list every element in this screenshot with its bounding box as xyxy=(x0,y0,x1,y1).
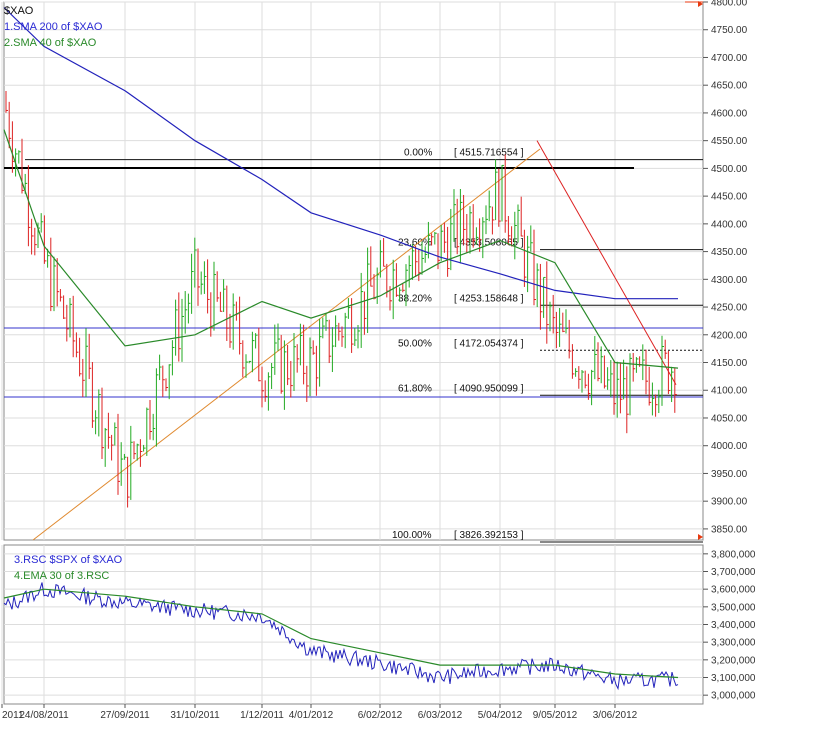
price-tick-label: 4550.00 xyxy=(711,136,748,147)
rsc-tick-label: 3,100,000 xyxy=(711,673,756,684)
fib-pct-label: 23.60% xyxy=(398,238,432,249)
fib-pct-label: 100.00% xyxy=(392,530,432,541)
x-tick-label: 4/01/2012 xyxy=(289,710,334,721)
downtrend-line xyxy=(536,140,677,385)
price-tick-label: 4300.00 xyxy=(711,275,748,286)
price-tick-label: 4050.00 xyxy=(711,413,748,424)
rsc-line xyxy=(3,582,679,691)
x-tick-label: 5/04/2012 xyxy=(478,710,523,721)
x-tick-label: 1/12/2011 xyxy=(240,710,284,721)
price-tick-label: 4800.00 xyxy=(711,0,748,9)
fib-pct-label: 38.20% xyxy=(398,293,432,304)
legend-rsc: 3.RSC $SPX of $XAO xyxy=(14,554,123,566)
x-tick-label: 2011 xyxy=(2,710,24,721)
fib-value-label: [ 4353.508065 ] xyxy=(454,238,524,249)
rsc-tick-label: 3,200,000 xyxy=(711,655,756,666)
legend-sma200: 1.SMA 200 of $XAO xyxy=(4,21,103,33)
x-tick-label: 3/06/2012 xyxy=(593,710,638,721)
rsc-tick-label: 3,300,000 xyxy=(711,638,756,649)
price-tick-label: 4200.00 xyxy=(711,330,748,341)
price-tick-label: 4250.00 xyxy=(711,303,748,314)
price-tick-label: 4600.00 xyxy=(711,108,748,119)
fib-pct-label: 50.00% xyxy=(398,338,432,349)
fib-pct-label: 0.00% xyxy=(404,148,432,159)
price-panel xyxy=(3,1,704,541)
x-tick-label: 24/08/2011 xyxy=(19,710,69,721)
fib-value-label: [ 4253.158648 ] xyxy=(454,293,524,304)
low-value-marker xyxy=(698,534,703,540)
rsc-tick-label: 3,000,000 xyxy=(711,691,756,702)
price-tick-label: 4100.00 xyxy=(711,386,748,397)
price-bars xyxy=(5,90,677,508)
rsc-tick-label: 3,800,000 xyxy=(711,549,756,560)
price-tick-label: 4000.00 xyxy=(711,441,748,452)
price-tick-label: 4750.00 xyxy=(711,25,748,36)
ema30-line xyxy=(3,588,679,679)
price-tick-label: 4450.00 xyxy=(711,192,748,203)
x-tick-label: 6/03/2012 xyxy=(418,710,463,721)
x-tick-label: 31/10/2011 xyxy=(170,710,220,721)
price-tick-label: 3900.00 xyxy=(711,497,748,508)
lower-legend: 3.RSC $SPX of $XAO 4.EMA 30 of 3.RSC xyxy=(14,552,122,584)
legend-ema30: 4.EMA 30 of 3.RSC xyxy=(14,570,110,582)
sma40-line xyxy=(3,129,679,369)
price-tick-label: 4650.00 xyxy=(711,81,748,92)
legend-sma40: 2.SMA 40 of $XAO xyxy=(4,37,97,49)
rsc-tick-label: 3,600,000 xyxy=(711,585,756,596)
x-tick-label: 27/09/2011 xyxy=(100,710,150,721)
rsc-tick-label: 3,500,000 xyxy=(711,602,756,613)
fib-value-label: [ 4172.054374 ] xyxy=(454,338,524,349)
price-tick-label: 3850.00 xyxy=(711,524,748,535)
price-tick-label: 4350.00 xyxy=(711,247,748,258)
rsc-tick-label: 3,700,000 xyxy=(711,567,756,578)
fib-value-label: [ 4515.716554 ] xyxy=(454,148,524,159)
fib-value-label: [ 3826.392153 ] xyxy=(454,530,524,541)
x-tick-label: 6/02/2012 xyxy=(358,710,403,721)
x-tick-label: 9/05/2012 xyxy=(533,710,578,721)
sma200-line xyxy=(3,7,678,300)
price-tick-label: 4500.00 xyxy=(711,164,748,175)
fib-value-label: [ 4090.950099 ] xyxy=(454,383,524,394)
price-tick-label: 4150.00 xyxy=(711,358,748,369)
price-tick-label: 4400.00 xyxy=(711,219,748,230)
upper-legend: $XAO 1.SMA 200 of $XAO 2.SMA 40 of $XAO xyxy=(4,3,102,51)
price-tick-label: 3950.00 xyxy=(711,469,748,480)
rsc-tick-label: 3,400,000 xyxy=(711,620,756,631)
symbol-label: $XAO xyxy=(4,5,34,17)
fib-pct-label: 61.80% xyxy=(398,383,432,394)
price-tick-label: 4700.00 xyxy=(711,53,748,64)
